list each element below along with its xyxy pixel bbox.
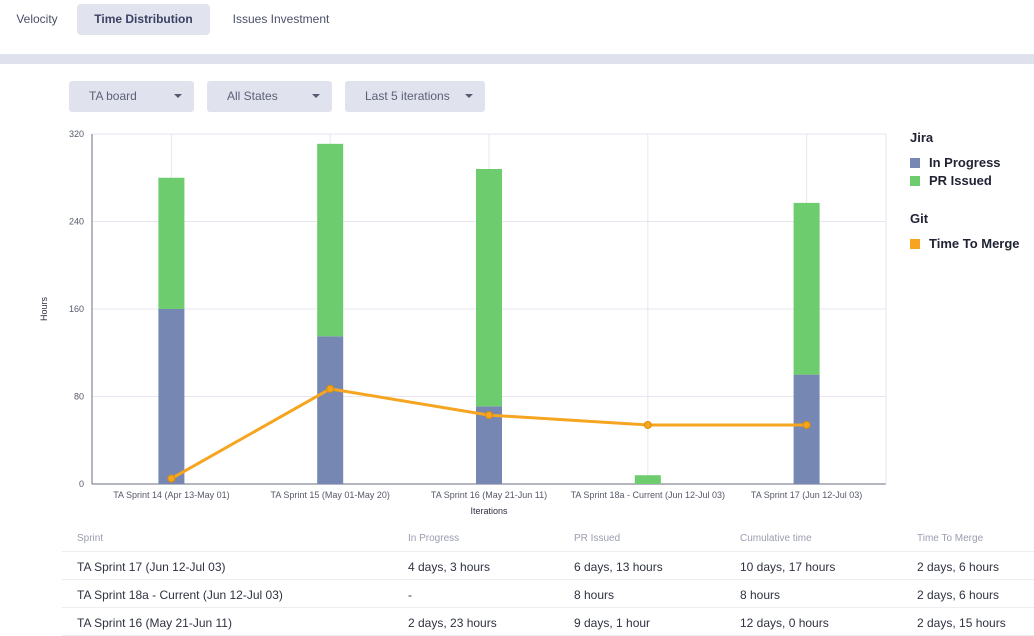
table-row[interactable]: TA Sprint 16 (May 21-Jun 11) 2 days, 23 …	[62, 608, 1034, 636]
cell-in-progress: -	[408, 588, 412, 602]
cell-sprint: TA Sprint 18a - Current (Jun 12-Jul 03)	[77, 588, 283, 602]
cell-in-progress: 2 days, 23 hours	[408, 616, 497, 630]
bar-in-progress	[793, 374, 820, 484]
col-sprint[interactable]: Sprint	[77, 533, 104, 544]
point-time-to-merge	[326, 384, 335, 393]
legend-in-progress[interactable]: In Progress	[910, 155, 1001, 171]
cell-cumulative-time: 10 days, 17 hours	[740, 560, 836, 574]
tab-bar: Velocity Time Distribution Issues Invest…	[0, 0, 1034, 54]
bar-pr-issued	[476, 169, 502, 407]
chevron-down-icon	[465, 94, 473, 98]
cell-cumulative-time: 12 days, 0 hours	[740, 616, 829, 630]
legend-pr-issued[interactable]: PR Issued	[910, 173, 992, 189]
bar-pr-issued	[793, 202, 820, 375]
point-time-to-merge	[167, 474, 176, 483]
point-time-to-merge	[802, 420, 811, 429]
x-tick-label: TA Sprint 16 (May 21-Jun 11)	[431, 490, 547, 500]
time-distribution-chart: 0 80 160 240 320 TA Sprint 14 (Apr 13-May 01)…	[39, 129, 887, 516]
legend-swatch-pr-issued	[910, 176, 920, 186]
x-axis-title: Iterations	[470, 506, 508, 516]
cell-pr-issued: 8 hours	[574, 588, 615, 602]
sprint-table: Sprint In Progress PR Issued Cumulative …	[62, 525, 1034, 636]
tab-time-distribution[interactable]: Time Distribution	[77, 4, 210, 35]
cell-in-progress: 4 days, 3 hours	[408, 560, 491, 574]
tab-issues-investment[interactable]: Issues Investment	[232, 12, 330, 26]
y-axis-title: Hours	[39, 297, 49, 322]
chevron-down-icon	[174, 94, 182, 98]
x-tick-label: TA Sprint 15 (May 01-May 20)	[271, 490, 390, 500]
legend-git-title: Git	[910, 211, 929, 226]
board-select[interactable]: TA board	[69, 81, 194, 112]
legend-time-to-merge[interactable]: Time To Merge	[910, 236, 1020, 252]
col-cumulative-time[interactable]: Cumulative time	[740, 533, 812, 544]
col-in-progress[interactable]: In Progress	[408, 533, 460, 544]
bar-in-progress	[158, 309, 185, 484]
cell-pr-issued: 6 days, 13 hours	[574, 560, 663, 574]
cell-time-to-merge: 2 days, 6 hours	[917, 588, 1000, 602]
table-row[interactable]: TA Sprint 17 (Jun 12-Jul 03) 4 days, 3 h…	[62, 552, 1034, 580]
cell-time-to-merge: 2 days, 6 hours	[917, 560, 1000, 574]
x-tick-label: TA Sprint 17 (Jun 12-Jul 03)	[751, 490, 862, 500]
bar-pr-issued	[634, 475, 661, 484]
legend-label-pr-issued: PR Issued	[929, 173, 992, 188]
legend-swatch-in-progress	[910, 158, 920, 168]
board-select-value: TA board	[89, 89, 137, 103]
header-divider	[0, 54, 1034, 64]
bar-in-progress	[476, 406, 502, 484]
cell-cumulative-time: 8 hours	[740, 588, 781, 602]
y-tick-label: 160	[69, 304, 84, 314]
iterations-select-value: Last 5 iterations	[365, 89, 450, 103]
table-header: Sprint In Progress PR Issued Cumulative …	[62, 525, 1034, 552]
y-tick-label: 0	[79, 479, 84, 489]
y-tick-label: 240	[69, 217, 84, 227]
bar-in-progress	[317, 336, 344, 484]
cell-sprint: TA Sprint 16 (May 21-Jun 11)	[77, 616, 232, 630]
tab-velocity[interactable]: Velocity	[16, 12, 58, 26]
bar-pr-issued	[317, 143, 344, 337]
y-tick-label: 320	[69, 129, 84, 139]
table-row[interactable]: TA Sprint 18a - Current (Jun 12-Jul 03) …	[62, 580, 1034, 608]
legend-jira-title: Jira	[910, 130, 934, 145]
chevron-down-icon	[312, 94, 320, 98]
states-select-value: All States	[227, 89, 278, 103]
iterations-select[interactable]: Last 5 iterations	[345, 81, 485, 112]
point-time-to-merge	[485, 411, 493, 420]
states-select[interactable]: All States	[207, 81, 332, 112]
legend-label-time-to-merge: Time To Merge	[929, 236, 1020, 251]
col-pr-issued[interactable]: PR Issued	[574, 533, 621, 544]
x-tick-label: TA Sprint 14 (Apr 13-May 01)	[113, 490, 229, 500]
cell-pr-issued: 9 days, 1 hour	[574, 616, 651, 630]
point-time-to-merge	[643, 420, 652, 429]
col-time-to-merge[interactable]: Time To Merge	[917, 533, 984, 544]
cell-sprint: TA Sprint 17 (Jun 12-Jul 03)	[77, 560, 226, 574]
cell-time-to-merge: 2 days, 15 hours	[917, 616, 1006, 630]
y-tick-label: 80	[74, 392, 84, 402]
x-tick-label: TA Sprint 18a - Current (Jun 12-Jul 03)	[571, 490, 725, 500]
bar-pr-issued	[158, 177, 185, 309]
legend-swatch-time-to-merge	[910, 239, 920, 249]
legend-label-in-progress: In Progress	[929, 155, 1001, 170]
